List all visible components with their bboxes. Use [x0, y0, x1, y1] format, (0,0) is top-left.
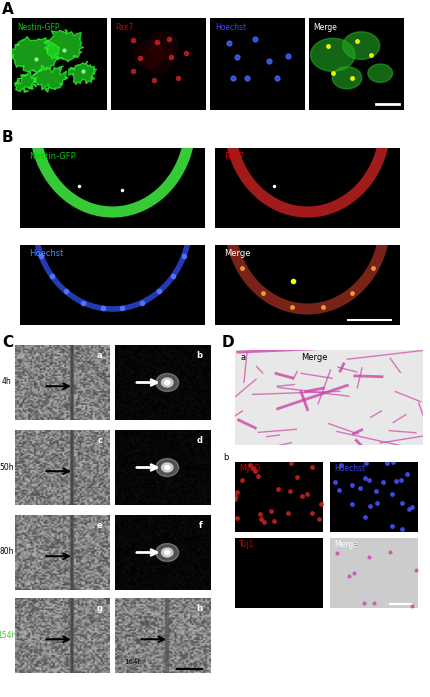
Text: C: C: [2, 335, 13, 350]
Text: B: B: [2, 130, 14, 145]
Text: f: f: [199, 521, 203, 530]
Text: Hoechst: Hoechst: [335, 464, 366, 473]
Polygon shape: [156, 459, 178, 477]
Polygon shape: [15, 72, 36, 92]
Text: Merge: Merge: [224, 249, 251, 258]
Text: a: a: [241, 353, 246, 362]
Polygon shape: [164, 550, 170, 555]
Polygon shape: [32, 65, 68, 92]
Text: 154h: 154h: [0, 631, 17, 640]
Text: 4h: 4h: [2, 378, 12, 387]
Polygon shape: [156, 544, 178, 562]
Polygon shape: [310, 38, 355, 71]
Circle shape: [135, 41, 163, 68]
Text: Nestin-GFP: Nestin-GFP: [29, 152, 76, 161]
Text: Tuj1: Tuj1: [240, 540, 255, 549]
Polygon shape: [162, 378, 173, 387]
Text: c: c: [98, 436, 102, 445]
Text: a: a: [97, 351, 102, 360]
Polygon shape: [164, 466, 170, 470]
Text: d: d: [197, 436, 203, 445]
Polygon shape: [156, 374, 178, 392]
Text: g: g: [96, 604, 102, 613]
Text: Merge: Merge: [301, 353, 327, 362]
Polygon shape: [332, 67, 362, 89]
Polygon shape: [164, 381, 170, 385]
Text: A: A: [2, 2, 14, 17]
Circle shape: [149, 32, 178, 59]
Polygon shape: [43, 30, 83, 61]
Text: h: h: [197, 604, 203, 613]
Text: D: D: [222, 335, 235, 350]
Polygon shape: [162, 548, 173, 557]
Text: Merge: Merge: [314, 22, 338, 31]
Polygon shape: [162, 463, 173, 472]
Text: b: b: [197, 351, 203, 360]
Polygon shape: [343, 32, 380, 59]
Polygon shape: [69, 61, 97, 84]
Polygon shape: [368, 64, 393, 82]
Text: Merge: Merge: [335, 540, 358, 549]
Text: Pax7: Pax7: [224, 152, 245, 161]
Circle shape: [144, 45, 173, 73]
Text: Hoechst: Hoechst: [215, 22, 246, 31]
Text: Hoechst: Hoechst: [29, 249, 64, 258]
Text: Nestin-GFP: Nestin-GFP: [17, 22, 59, 31]
Text: MyoD: MyoD: [240, 464, 261, 473]
Polygon shape: [11, 37, 59, 72]
Text: Pax7: Pax7: [116, 22, 134, 31]
Text: 80h: 80h: [0, 548, 14, 556]
Text: b: b: [223, 453, 229, 462]
Text: 164h: 164h: [125, 659, 142, 666]
Text: 50h: 50h: [0, 463, 14, 471]
Text: e: e: [97, 521, 102, 530]
